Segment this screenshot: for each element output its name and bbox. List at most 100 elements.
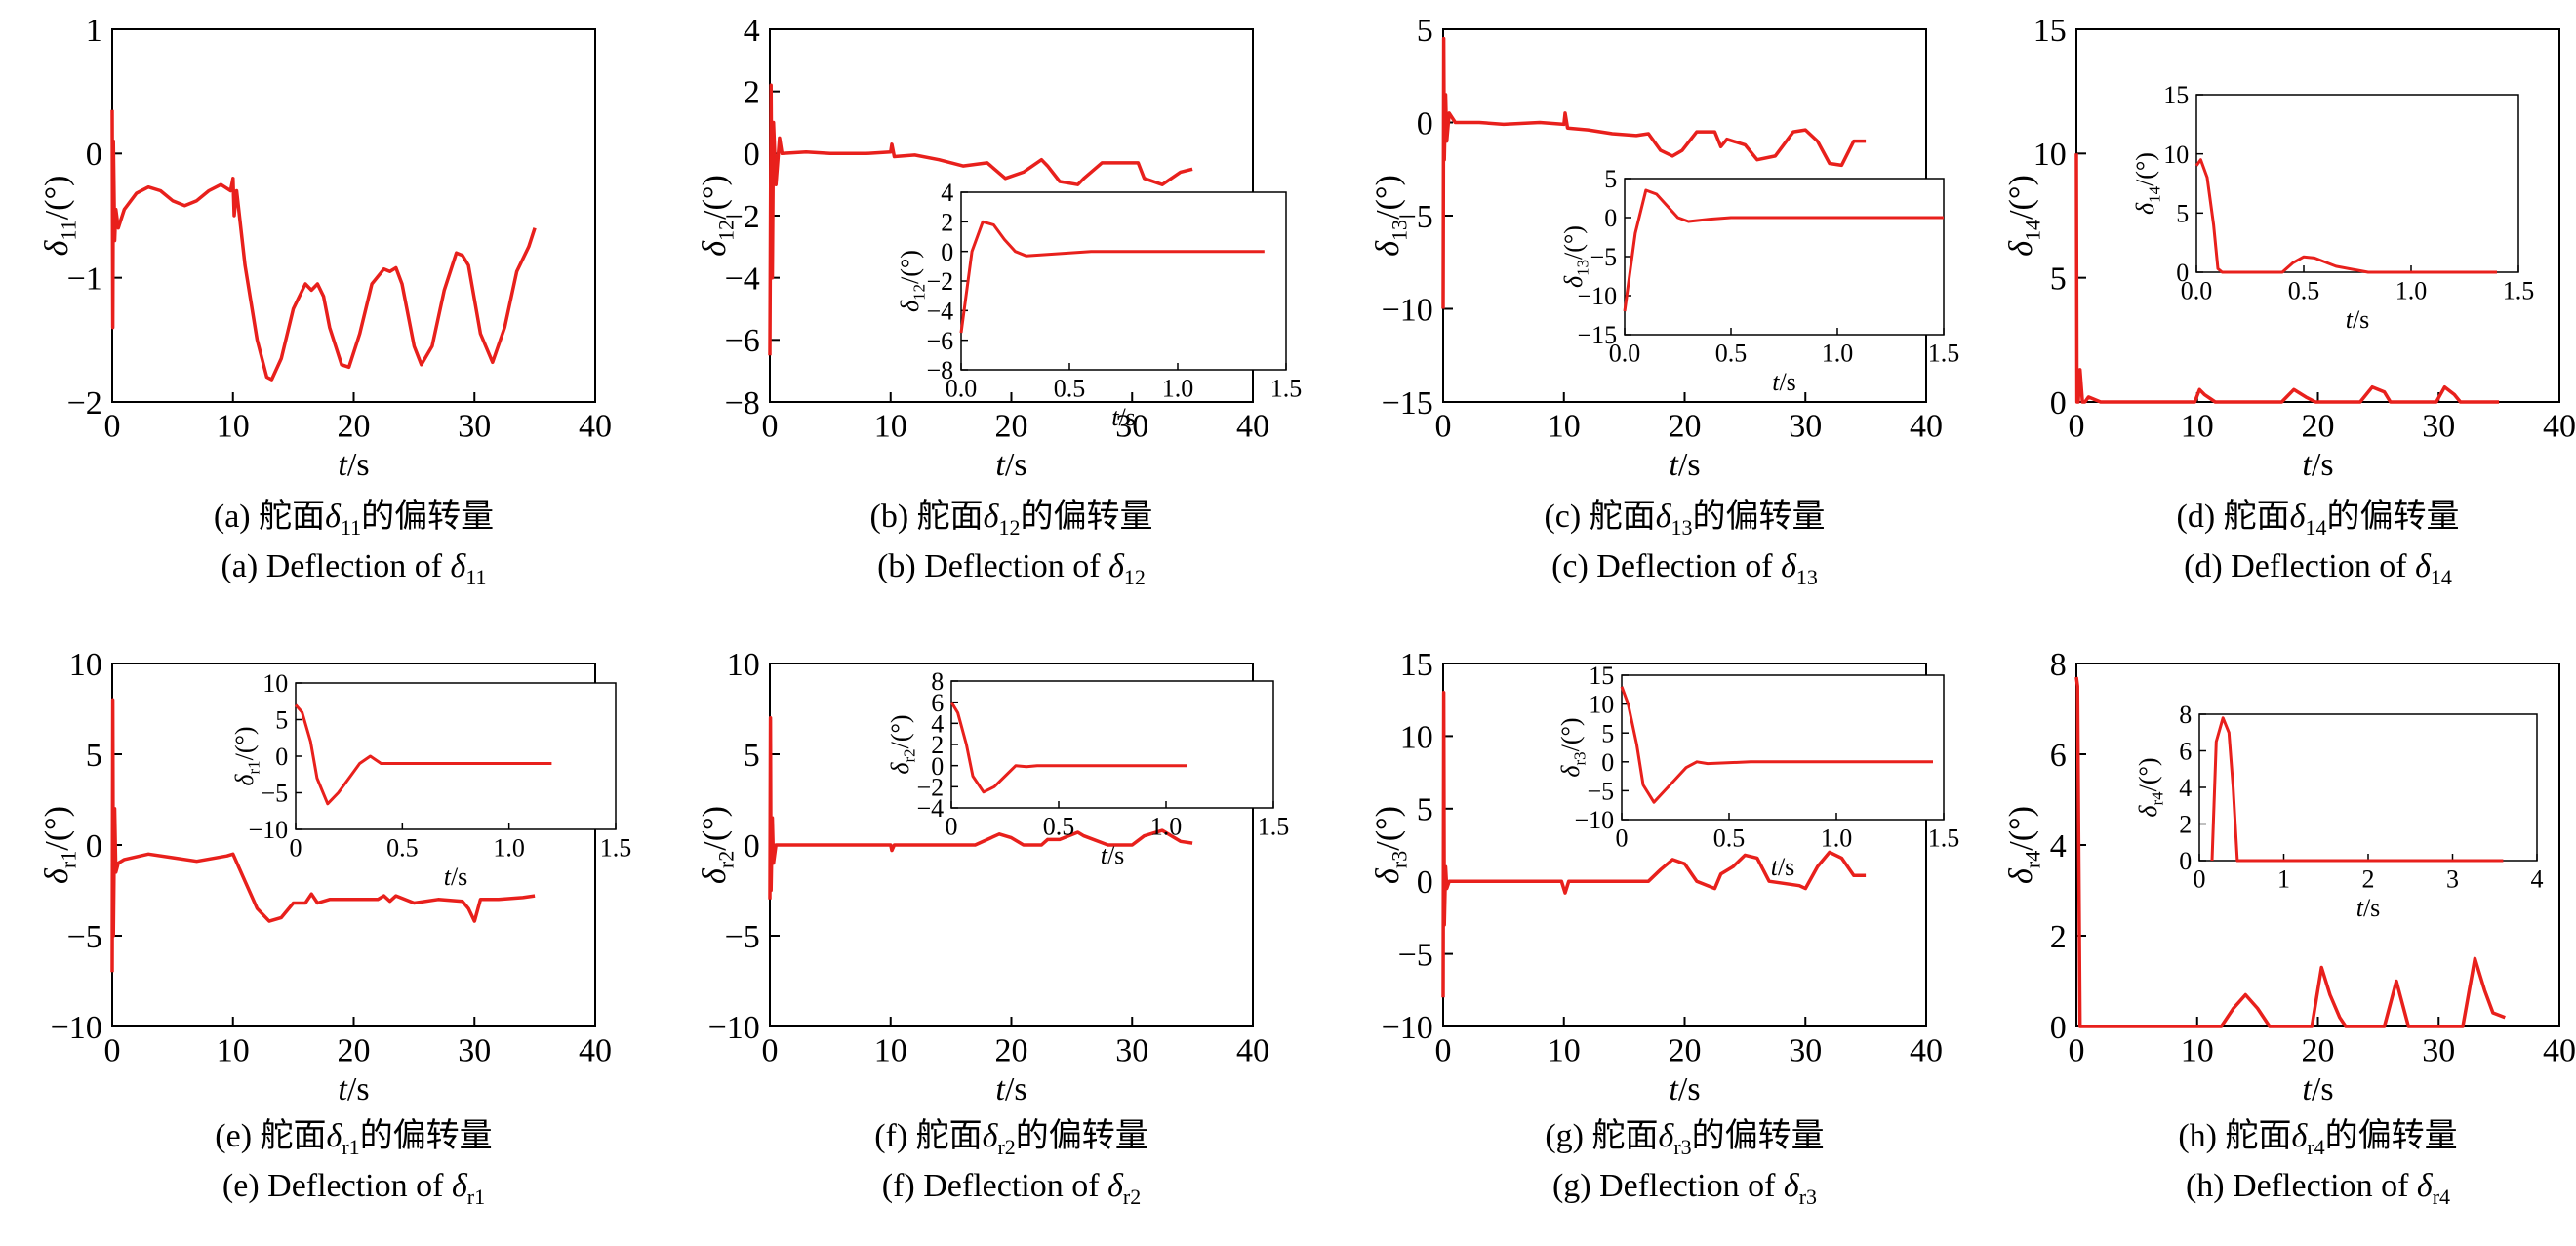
x-tick-label: 0 [2069, 409, 2085, 445]
y-tick-label: 5 [86, 738, 102, 774]
y-tick-label: 2 [744, 75, 760, 111]
y-tick-label: −8 [725, 385, 760, 422]
caption-delta: δ [2415, 548, 2431, 584]
caption-zh: (e) 舵面δr1的偏转量 [32, 1117, 676, 1167]
x-axis-label: t/s [338, 447, 369, 483]
x-tick-label: 20 [2302, 409, 2335, 445]
x-tick-label: 10 [874, 409, 907, 445]
y-tick-label: 10 [2033, 137, 2067, 173]
x-axis-label: t/s [2302, 447, 2333, 483]
x-tick-label: 10 [2181, 1033, 2214, 1069]
x-axis-label: t/s [995, 447, 1026, 483]
caption-en-prefix: (e) Deflection of [222, 1168, 452, 1204]
caption-zh: (h) 舵面δr4的偏转量 [1996, 1117, 2576, 1167]
inset-y-axis-label: δr1/(°) [230, 726, 263, 785]
y-tick-label: 0 [2050, 385, 2067, 422]
x-tick-label: 30 [2422, 409, 2455, 445]
x-tick-label: 10 [1548, 1033, 1581, 1069]
x-tick-label: 30 [2422, 1033, 2455, 1069]
panel-caption-c: (c) 舵面δ13的偏转量(c) Deflection of δ13 [1363, 498, 2007, 597]
inset-y-axis-label: δ14/(°) [2131, 152, 2164, 215]
inset-x-tick-label: 1.5 [600, 833, 632, 862]
y-tick-label: −2 [67, 385, 102, 422]
inset-y-tick-label: 2 [941, 208, 953, 236]
y-tick-label: 5 [1417, 792, 1433, 828]
inset-y-tick-label: −4 [927, 297, 954, 325]
y-tick-label: −5 [1398, 938, 1433, 974]
x-tick-label: 40 [579, 1033, 612, 1069]
inset-y-tick-label: 5 [275, 706, 288, 735]
y-axis-label: δr3/(°) [1370, 806, 1412, 884]
caption-zh-suffix: 的偏转量 [1016, 1118, 1148, 1154]
inset-y-tick-label: −10 [1575, 806, 1615, 834]
inset-x-tick-label: 0 [946, 812, 958, 840]
inset-y-tick-label: 0 [2179, 847, 2192, 875]
inset-x-axis-label: t/s [2346, 305, 2370, 334]
inset-y-tick-label: 15 [1589, 662, 1614, 690]
inset-axes-frame [2199, 714, 2537, 861]
inset-x-tick-label: 0 [290, 833, 302, 862]
inset-x-tick-label: 0.5 [1713, 824, 1746, 852]
y-tick-label: 0 [1417, 105, 1433, 141]
inset-x-tick-label: 1.0 [1150, 812, 1183, 840]
inset-x-tick-label: 0.5 [1043, 812, 1075, 840]
x-tick-label: 40 [2543, 1033, 2576, 1069]
y-tick-label: 5 [744, 738, 760, 774]
inset-x-tick-label: 0 [1616, 824, 1629, 852]
inset-y-tick-label: 5 [2176, 199, 2189, 227]
caption-delta: δ [2290, 499, 2306, 535]
inset-y-tick-label: 6 [2179, 738, 2192, 766]
inset-y-tick-label: −2 [927, 267, 954, 296]
panel-caption-h: (h) 舵面δr4的偏转量(h) Deflection of δr4 [1996, 1117, 2576, 1217]
panel-caption-e: (e) 舵面δr1的偏转量(e) Deflection of δr1 [32, 1117, 676, 1217]
caption-en: (h) Deflection of δr4 [1996, 1167, 2576, 1217]
x-tick-label: 0 [1435, 409, 1452, 445]
y-tick-label: 4 [2050, 828, 2067, 864]
caption-en: (d) Deflection of δ14 [1996, 547, 2576, 597]
caption-en-subscript: 13 [1796, 565, 1818, 589]
y-axis-label: δ12/(°) [697, 175, 739, 257]
inset-y-tick-label: 4 [2179, 774, 2192, 802]
y-tick-label: −5 [725, 919, 760, 955]
y-tick-label: 6 [2050, 738, 2067, 774]
y-tick-label: 10 [727, 647, 760, 683]
x-axis-label: t/s [1669, 1071, 1700, 1107]
inset-axes-frame [2196, 95, 2518, 272]
caption-zh-subscript: 11 [341, 515, 361, 540]
y-tick-label: −15 [1382, 385, 1433, 422]
caption-zh: (b) 舵面δ12的偏转量 [690, 498, 1334, 547]
x-tick-label: 40 [1236, 1033, 1269, 1069]
inset-x-tick-label: 1.0 [1822, 339, 1854, 367]
caption-zh-prefix: (h) 舵面 [2178, 1118, 2291, 1154]
x-tick-label: 40 [579, 409, 612, 445]
inset-axes-frame [1622, 675, 1944, 820]
caption-en-subscript: r4 [2433, 1185, 2450, 1209]
x-tick-label: 40 [1910, 409, 1943, 445]
x-tick-label: 30 [1789, 1033, 1822, 1069]
x-tick-label: 0 [762, 1033, 779, 1069]
y-tick-label: 0 [744, 137, 760, 173]
inset-y-tick-label: −6 [927, 327, 954, 355]
y-tick-label: −10 [1382, 1010, 1433, 1046]
caption-en: (b) Deflection of δ12 [690, 547, 1334, 597]
y-tick-label: −4 [725, 261, 760, 298]
inset-y-tick-label: −8 [927, 356, 954, 384]
y-tick-label: −1 [67, 261, 102, 298]
inset-axes-frame [296, 683, 616, 829]
y-axis-label: δr2/(°) [697, 806, 739, 884]
panel-caption-a: (a) 舵面δ11的偏转量(a) Deflection of δ11 [32, 498, 676, 597]
y-tick-label: −10 [708, 1010, 760, 1046]
caption-delta: δ [1107, 1168, 1123, 1204]
caption-en-prefix: (c) Deflection of [1551, 548, 1781, 584]
inset-x-tick-label: 1.0 [1162, 374, 1194, 402]
caption-zh-suffix: 的偏转量 [1692, 1118, 1825, 1154]
y-tick-label: 1 [86, 13, 102, 49]
caption-delta: δ [2292, 1118, 2308, 1154]
caption-zh-suffix: 的偏转量 [1693, 499, 1826, 535]
y-tick-label: 0 [86, 828, 102, 864]
caption-delta: δ [1659, 1118, 1674, 1154]
